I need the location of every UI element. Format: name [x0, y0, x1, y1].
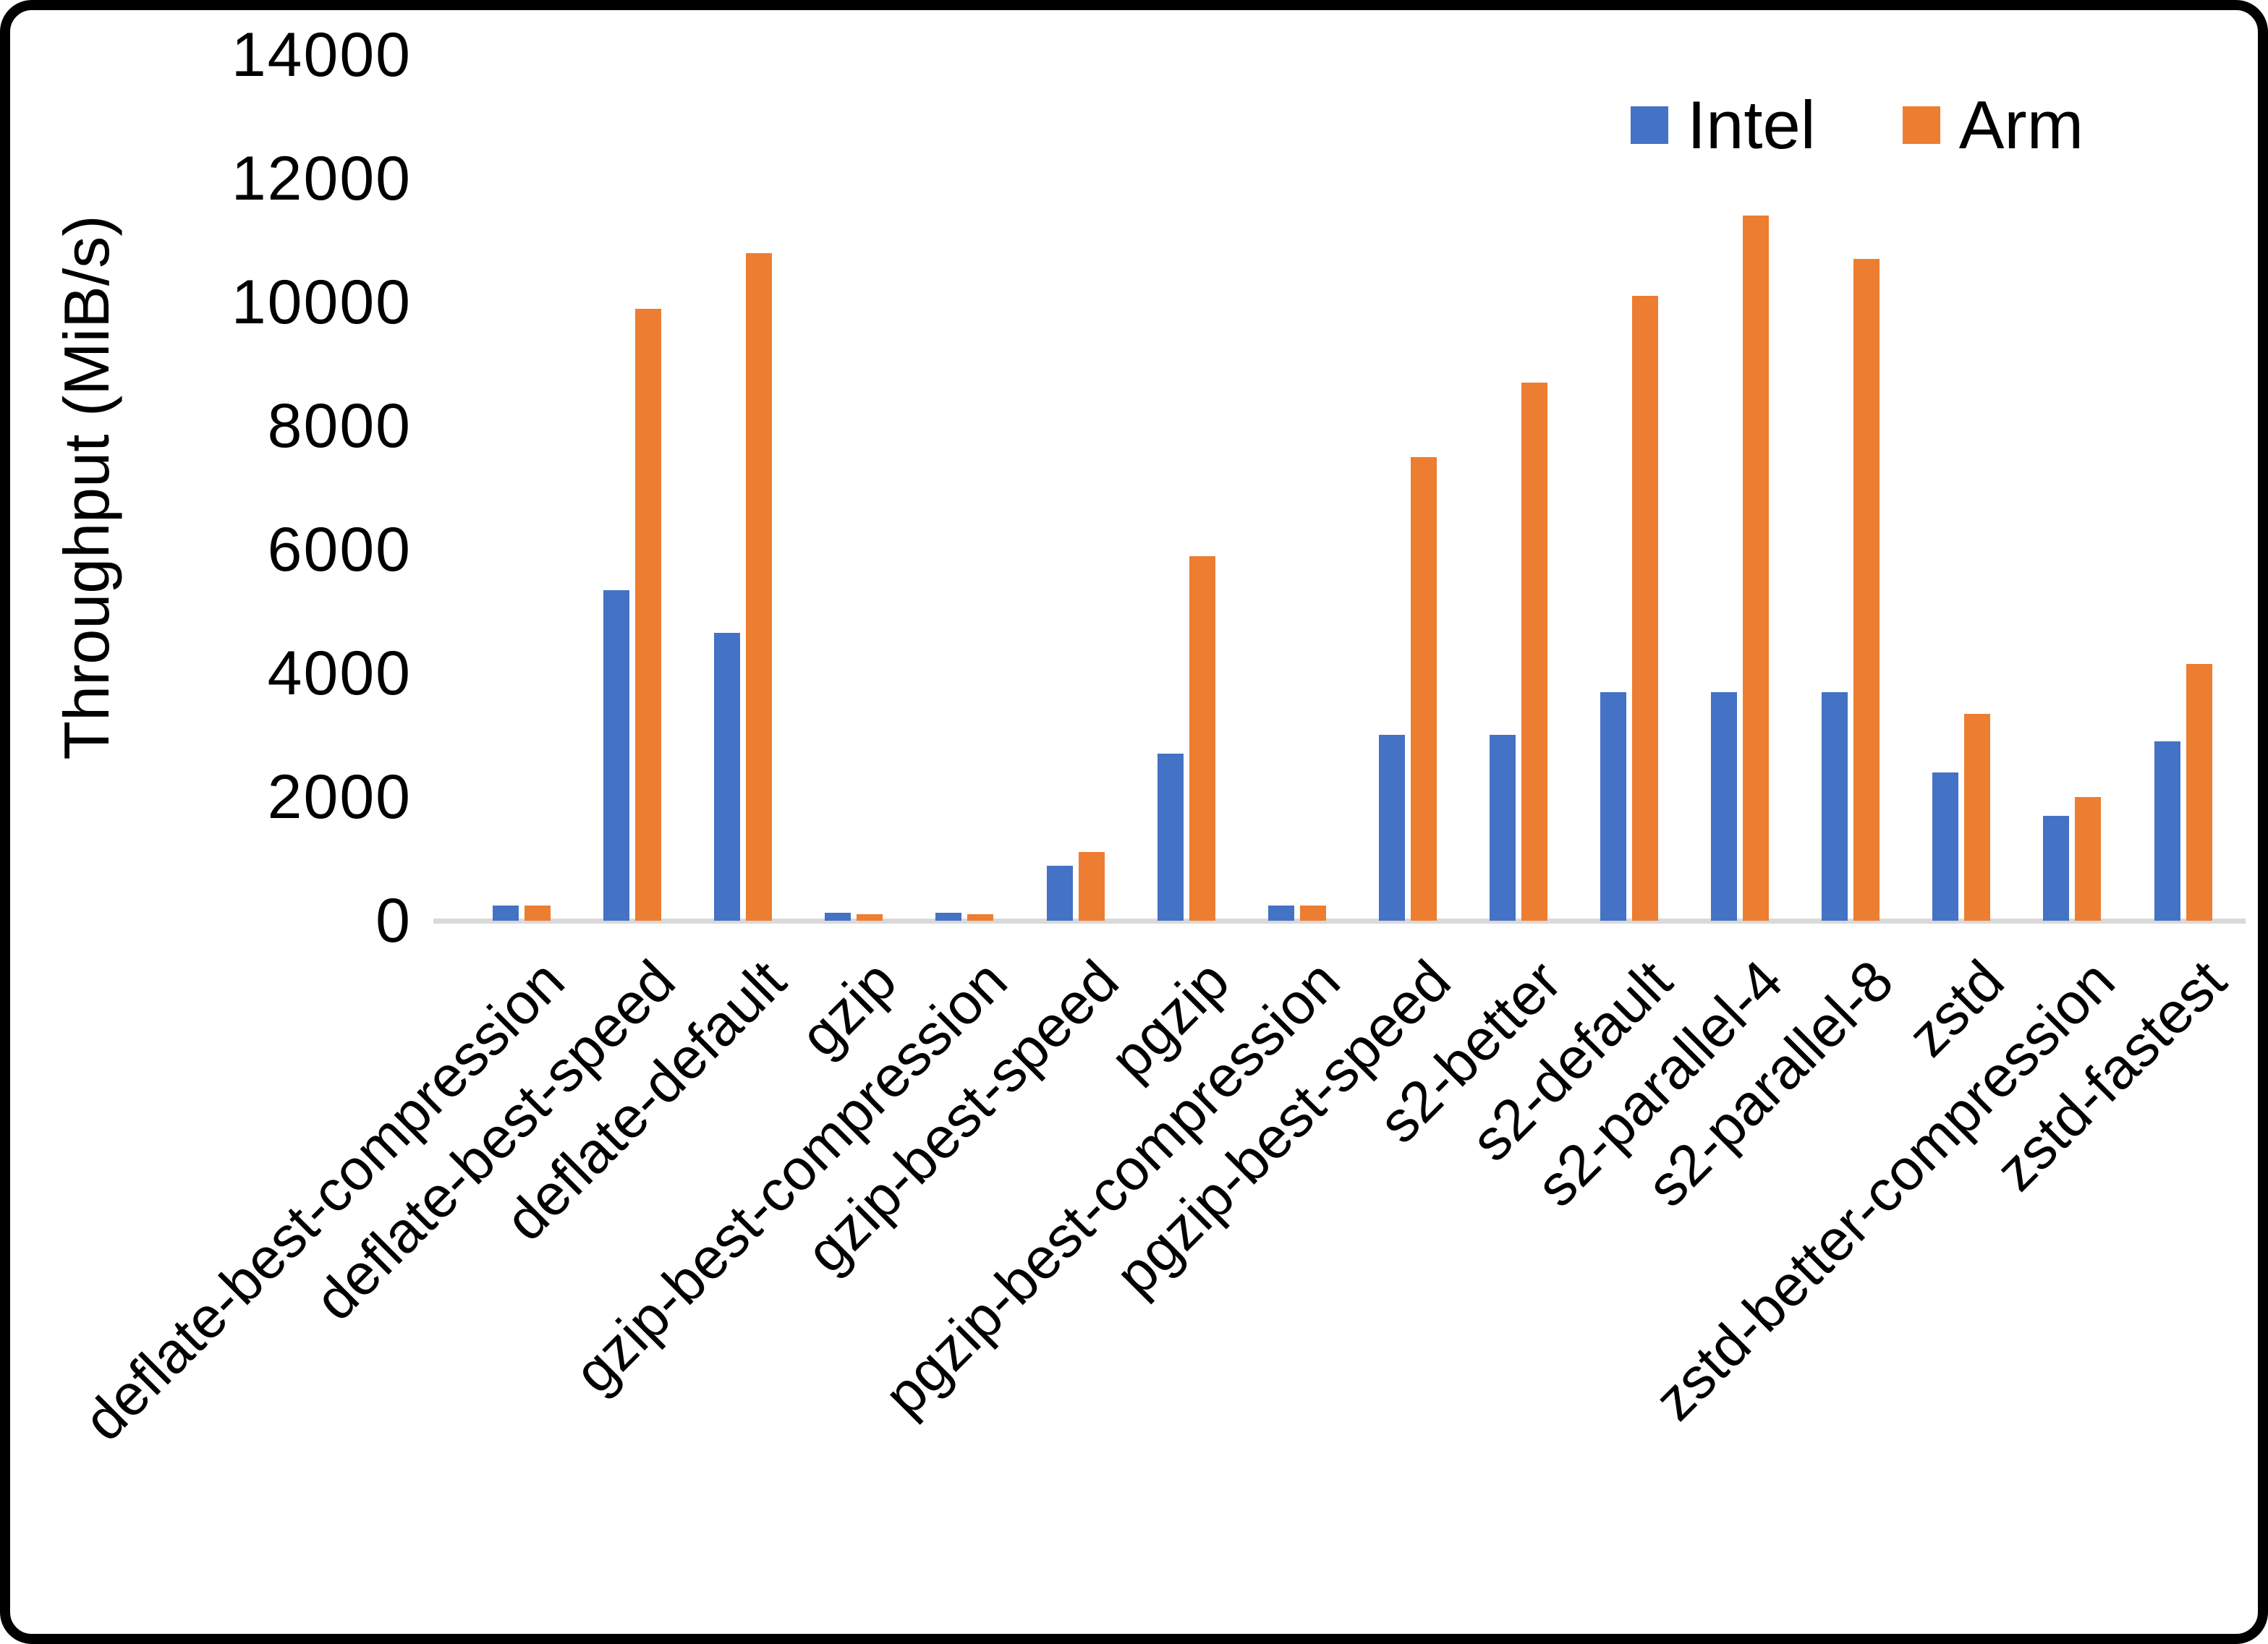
- bar-intel-s2-default: [1600, 692, 1626, 921]
- bar-intel-pgzip-best-speed: [1379, 735, 1405, 921]
- bar-intel-gzip-best-compression: [935, 913, 961, 921]
- bar-arm-gzip-best-speed: [1079, 852, 1105, 921]
- bar-intel-deflate-default: [714, 633, 740, 921]
- chart-legend: Intel Arm: [1631, 86, 2084, 164]
- bar-intel-pgzip-best-compression: [1268, 906, 1294, 921]
- bar-intel-s2-parallel-4: [1711, 692, 1737, 921]
- y-tick-label: 0: [375, 886, 412, 955]
- bar-arm-zstd: [1964, 714, 1990, 921]
- y-tick-label: 14000: [231, 20, 412, 90]
- y-tick-label: 12000: [231, 144, 412, 213]
- bar-arm-s2-better: [1521, 383, 1547, 921]
- bar-arm-s2-parallel-8: [1853, 259, 1880, 921]
- bar-arm-gzip-best-compression: [967, 914, 993, 921]
- bar-intel-zstd: [1932, 772, 1958, 921]
- bar-intel-gzip: [825, 913, 851, 921]
- bar-intel-zstd-better-compression: [2043, 816, 2069, 921]
- legend-item-arm: Arm: [1902, 86, 2084, 164]
- y-tick-label: 2000: [267, 762, 412, 832]
- bar-arm-pgzip-best-compression: [1300, 906, 1326, 921]
- bar-intel-pgzip: [1158, 754, 1184, 921]
- bar-arm-pgzip: [1189, 556, 1215, 921]
- bar-arm-deflate-best-compression: [524, 906, 551, 921]
- bar-arm-zstd-better-compression: [2075, 797, 2101, 921]
- bar-intel-gzip-best-speed: [1047, 866, 1073, 921]
- bar-arm-deflate-default: [746, 253, 772, 921]
- bar-intel-s2-better: [1490, 735, 1516, 921]
- bar-arm-zstd-fastest: [2186, 664, 2212, 921]
- legend-item-intel: Intel: [1631, 86, 1816, 164]
- y-tick-label: 4000: [267, 639, 412, 708]
- bar-arm-gzip: [857, 914, 883, 921]
- bar-intel-deflate-best-speed: [603, 590, 629, 921]
- bar-intel-deflate-best-compression: [493, 906, 519, 921]
- bar-intel-s2-parallel-8: [1822, 692, 1848, 921]
- y-tick-label: 10000: [231, 268, 412, 337]
- legend-label-arm: Arm: [1958, 87, 2084, 163]
- arm-color-swatch-icon: [1902, 106, 1940, 144]
- y-tick-label: 6000: [267, 515, 412, 584]
- bar-arm-pgzip-best-speed: [1411, 457, 1437, 921]
- legend-label-intel: Intel: [1687, 87, 1816, 163]
- bar-arm-s2-parallel-4: [1743, 216, 1769, 921]
- bar-arm-deflate-best-speed: [635, 309, 661, 921]
- x-axis-line: [433, 919, 2246, 924]
- y-tick-label: 8000: [267, 391, 412, 461]
- bar-arm-s2-default: [1632, 296, 1658, 921]
- intel-color-swatch-icon: [1631, 106, 1668, 144]
- bar-intel-zstd-fastest: [2154, 741, 2180, 921]
